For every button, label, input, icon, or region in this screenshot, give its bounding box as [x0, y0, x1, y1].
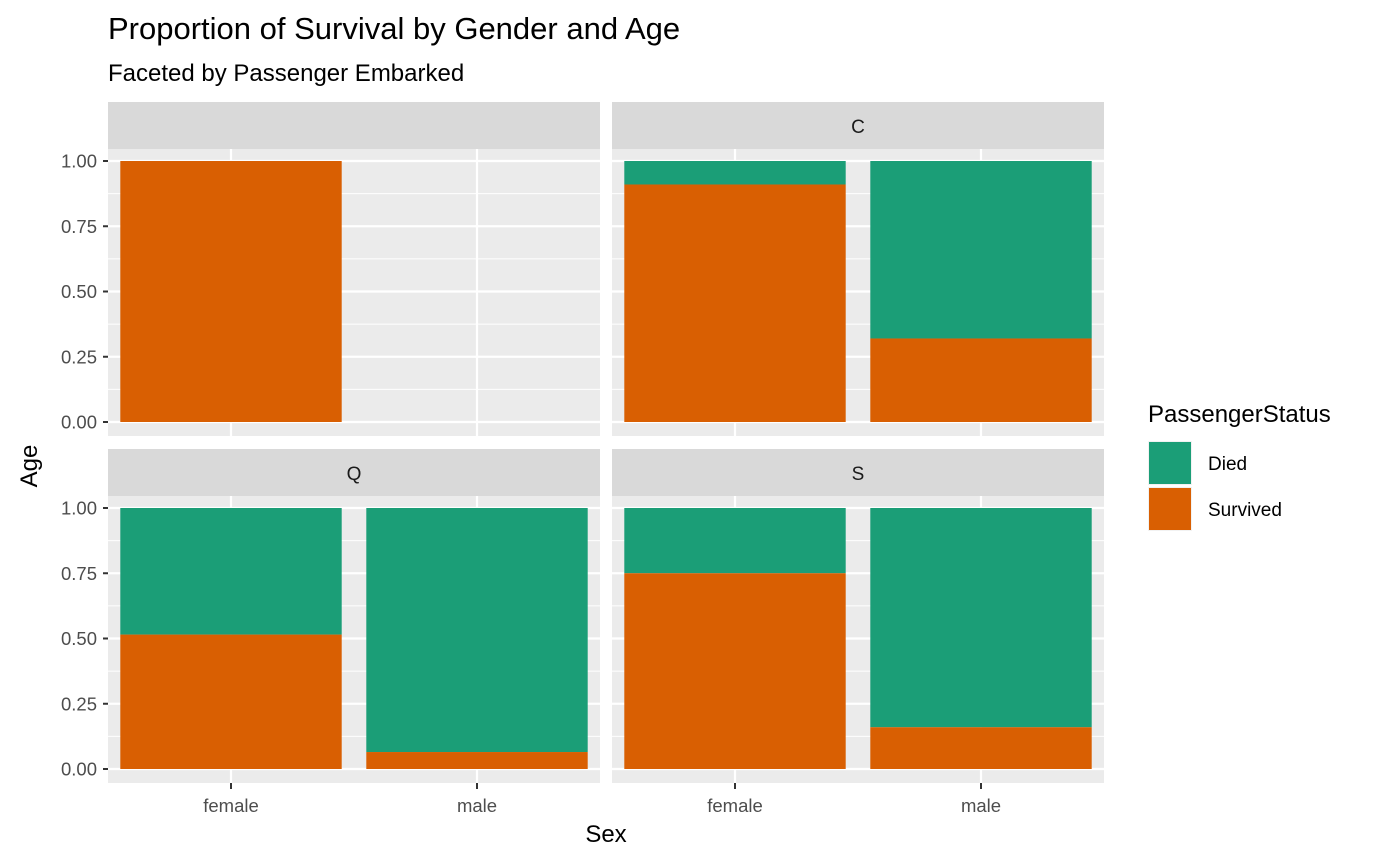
bar-segment-died: [120, 508, 342, 635]
bar-segment-survived: [624, 573, 846, 769]
legend-label: Survived: [1208, 500, 1282, 521]
legend-label: Died: [1208, 454, 1247, 475]
facet-strip: [612, 102, 1104, 149]
bar-segment-died: [624, 508, 846, 574]
y-tick-label: 0.50: [61, 628, 97, 649]
y-tick-label: 0.75: [61, 216, 97, 237]
bar-segment-survived: [870, 338, 1092, 422]
x-axis-title: Sex: [585, 821, 626, 848]
y-tick-label: 0.00: [61, 759, 97, 780]
x-tick-label: female: [707, 795, 763, 816]
bar-segment-survived: [366, 752, 588, 769]
legend-title: PassengerStatus: [1148, 401, 1331, 428]
bar-segment-died: [624, 161, 846, 185]
bar-segment-survived: [870, 727, 1092, 769]
bar-segment-survived: [624, 184, 846, 422]
facet-strip: [612, 449, 1104, 496]
legend: PassengerStatus Died Survived: [1148, 401, 1331, 531]
chart-subtitle: Faceted by Passenger Embarked: [108, 60, 464, 87]
facet-panel: Q 0.00 0.25 0.50 0.75 1.00 female male: [61, 449, 600, 816]
y-tick-label: 1.00: [61, 151, 97, 172]
x-tick-label: male: [457, 795, 497, 816]
x-tick-label: male: [961, 795, 1001, 816]
facet-strip-label: C: [851, 117, 865, 138]
facet-strip: [108, 449, 600, 496]
bar-segment-survived: [120, 634, 342, 769]
y-tick-label: 0.25: [61, 346, 97, 367]
facet-panel: 0.00 0.25 0.50 0.75 1.00: [61, 102, 600, 436]
facet-strip: [108, 102, 600, 149]
facet-strip-label: S: [852, 464, 865, 485]
facet-panels: 0.00 0.25 0.50 0.75 1.00 C Q 0.00 0.25 0.50 0.75 1.…: [61, 102, 1104, 816]
legend-key-survived: [1149, 488, 1191, 530]
bar-segment-survived: [120, 161, 342, 422]
y-tick-label: 0.75: [61, 563, 97, 584]
bar-segment-died: [870, 161, 1092, 339]
legend-key-died: [1149, 442, 1191, 484]
bar-segment-died: [870, 508, 1092, 728]
chart-title: Proportion of Survival by Gender and Age: [108, 11, 680, 46]
y-tick-label: 0.25: [61, 693, 97, 714]
bar-segment-died: [366, 508, 588, 753]
facet-strip-label: Q: [347, 464, 362, 485]
x-tick-label: female: [203, 795, 259, 816]
y-axis-title: Age: [16, 445, 43, 488]
y-tick-label: 0.00: [61, 412, 97, 433]
y-tick-label: 0.50: [61, 281, 97, 302]
y-tick-label: 1.00: [61, 498, 97, 519]
facet-panel: C: [612, 102, 1104, 436]
